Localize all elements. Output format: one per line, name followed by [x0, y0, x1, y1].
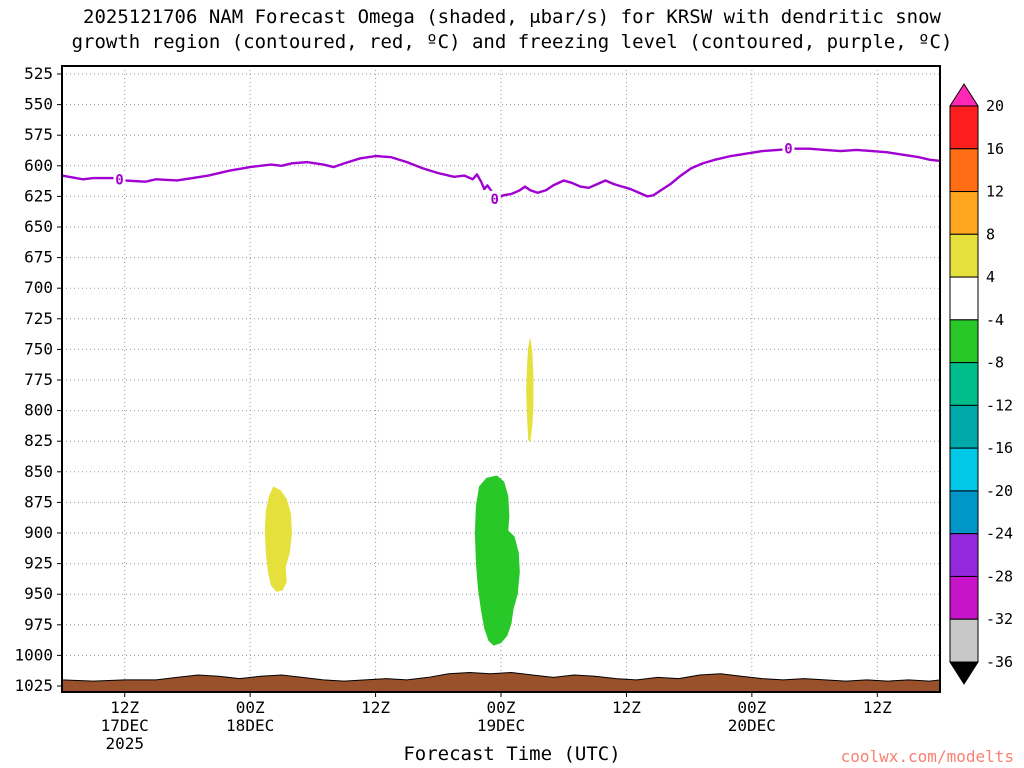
- colorbar-band: [949, 233, 979, 278]
- colorbar-band: [949, 575, 979, 620]
- svg-text:00Z: 00Z: [487, 698, 516, 717]
- svg-text:800: 800: [24, 401, 53, 420]
- svg-text:725: 725: [24, 309, 53, 328]
- colorbar-band: [949, 618, 979, 663]
- colorbar-band: [949, 447, 979, 492]
- chart-title-line2: growth region (contoured, red, ºC) and f…: [71, 31, 953, 53]
- freezing-level-zero-labels: 0 0 0: [113, 140, 795, 208]
- svg-text:18DEC: 18DEC: [226, 716, 274, 735]
- colorbar-band: [949, 105, 979, 150]
- svg-text:-36: -36: [986, 653, 1013, 671]
- colorbar-band: [949, 404, 979, 449]
- svg-text:00Z: 00Z: [236, 698, 265, 717]
- svg-text:16: 16: [986, 140, 1004, 158]
- svg-text:625: 625: [24, 186, 53, 205]
- colorbar: 20 16 12 8 4 -4 -8 -12 -16 -20 -24 -28 -32 -36: [949, 83, 1013, 685]
- colorbar-top-triangle: [949, 83, 979, 107]
- svg-text:12Z: 12Z: [863, 698, 892, 717]
- svg-text:875: 875: [24, 492, 53, 511]
- colorbar-band: [949, 191, 979, 235]
- svg-text:12Z: 12Z: [361, 698, 390, 717]
- svg-text:700: 700: [24, 278, 53, 297]
- chart-title-line1: 2025121706 NAM Forecast Omega (shaded, μ…: [83, 6, 941, 28]
- svg-text:4: 4: [986, 268, 995, 286]
- colorbar-band: [949, 319, 979, 364]
- omega-shaded-regions: [264, 337, 534, 646]
- y-axis-labels: 525 550 575 600 625 650 675 700 725 750 775 800 825 8…: [14, 64, 62, 695]
- svg-text:0: 0: [784, 142, 792, 158]
- svg-text:850: 850: [24, 462, 53, 481]
- colorbar-band: [949, 148, 979, 193]
- svg-text:675: 675: [24, 248, 53, 267]
- watermark-link[interactable]: coolwx.com/modelts: [840, 747, 1014, 766]
- svg-text:-28: -28: [986, 567, 1013, 585]
- x-axis-title: Forecast Time (UTC): [403, 743, 621, 765]
- colorbar-band: [949, 362, 979, 406]
- svg-text:900: 900: [24, 523, 53, 542]
- colorbar-band: [949, 276, 979, 321]
- svg-text:925: 925: [24, 554, 53, 573]
- svg-text:17DEC: 17DEC: [101, 716, 149, 735]
- svg-text:0: 0: [491, 192, 499, 208]
- colorbar-band: [949, 533, 979, 577]
- svg-text:775: 775: [24, 370, 53, 389]
- svg-text:19DEC: 19DEC: [477, 716, 525, 735]
- omega-region: [474, 475, 520, 646]
- svg-text:525: 525: [24, 64, 53, 83]
- svg-text:-32: -32: [986, 610, 1013, 628]
- omega-region: [264, 486, 292, 592]
- svg-text:12: 12: [986, 183, 1004, 201]
- colorbar-band: [949, 490, 979, 535]
- svg-text:-20: -20: [986, 482, 1013, 500]
- svg-text:-24: -24: [986, 525, 1013, 543]
- svg-text:975: 975: [24, 615, 53, 634]
- gridlines: [62, 66, 940, 692]
- colorbar-bottom-triangle: [949, 661, 979, 685]
- svg-text:20DEC: 20DEC: [728, 716, 776, 735]
- freezing-level-contour: [61, 147, 941, 199]
- svg-text:12Z: 12Z: [612, 698, 641, 717]
- svg-text:650: 650: [24, 217, 53, 236]
- svg-text:00Z: 00Z: [737, 698, 766, 717]
- svg-text:-4: -4: [986, 311, 1004, 329]
- svg-text:750: 750: [24, 339, 53, 358]
- svg-text:1025: 1025: [14, 676, 53, 695]
- terrain-profile: [61, 672, 941, 693]
- svg-text:20: 20: [986, 97, 1004, 115]
- svg-text:2025: 2025: [105, 734, 144, 753]
- svg-text:825: 825: [24, 431, 53, 450]
- svg-text:-12: -12: [986, 396, 1013, 414]
- svg-text:-16: -16: [986, 439, 1013, 457]
- omega-region: [526, 337, 534, 443]
- svg-text:575: 575: [24, 125, 53, 144]
- svg-text:8: 8: [986, 225, 995, 243]
- svg-text:-8: -8: [986, 354, 1004, 372]
- svg-text:0: 0: [115, 172, 123, 188]
- svg-text:1000: 1000: [14, 645, 53, 664]
- svg-text:600: 600: [24, 156, 53, 175]
- svg-text:550: 550: [24, 95, 53, 114]
- svg-text:950: 950: [24, 584, 53, 603]
- svg-text:12Z: 12Z: [110, 698, 139, 717]
